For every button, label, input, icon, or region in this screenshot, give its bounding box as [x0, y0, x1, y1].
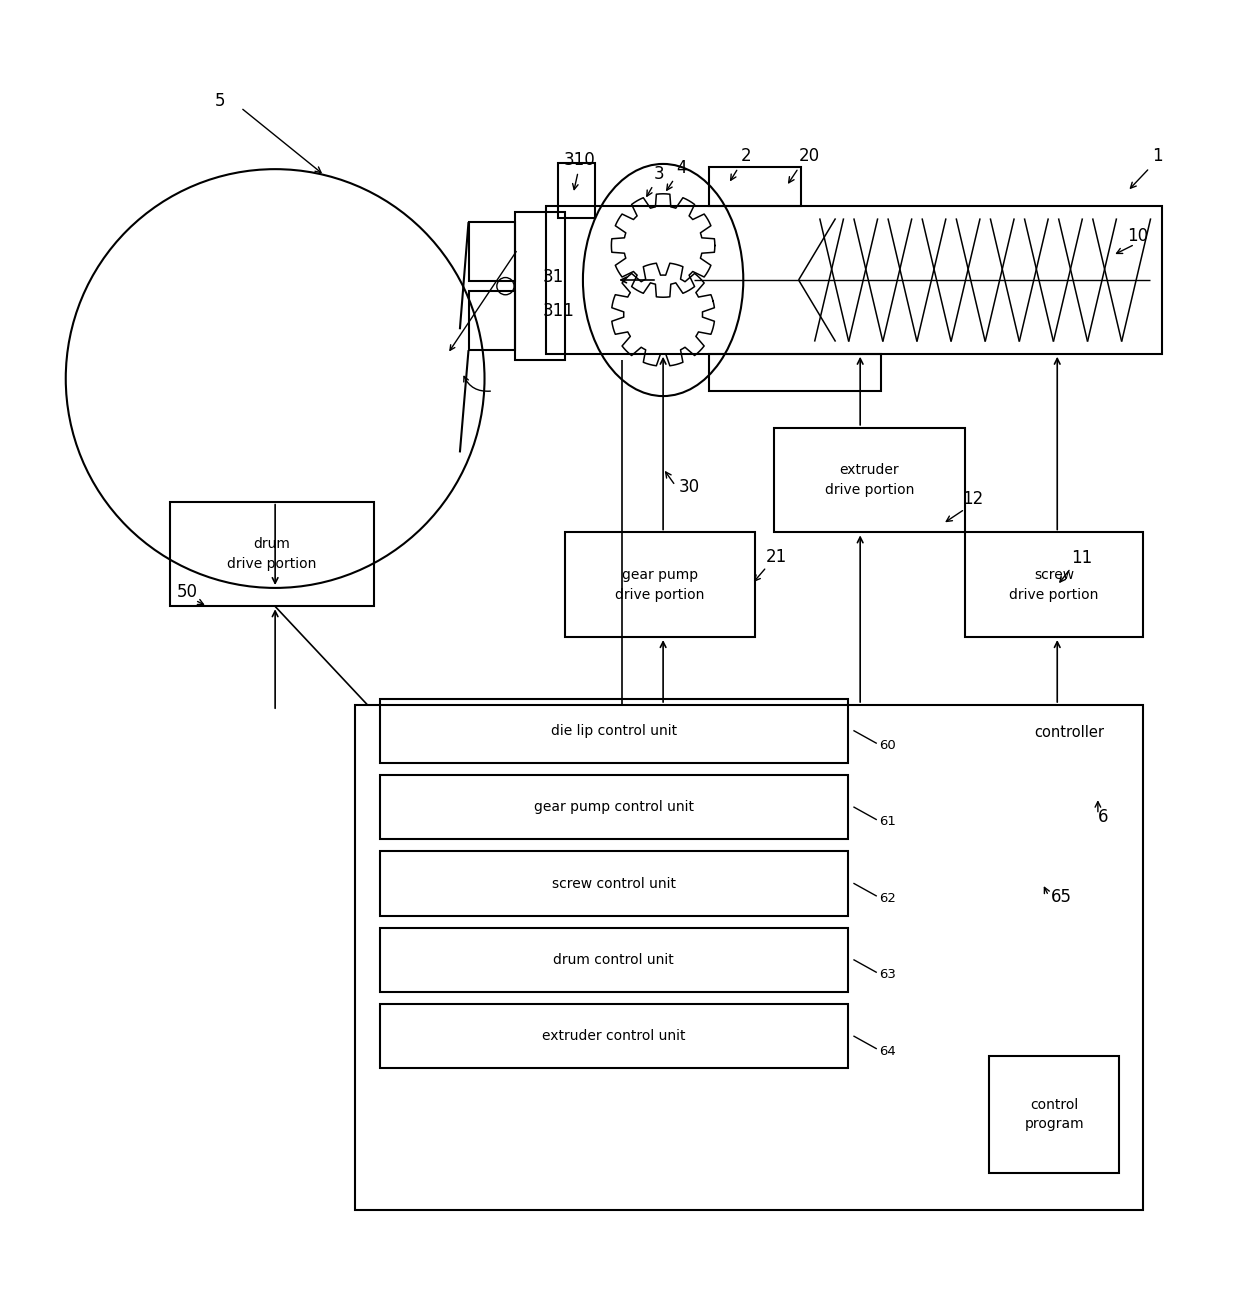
Bar [709, 353, 882, 391]
Text: screw control unit: screw control unit [552, 877, 676, 891]
Text: 12: 12 [962, 490, 983, 508]
Text: 310: 310 [563, 152, 595, 169]
Text: die lip control unit: die lip control unit [551, 724, 677, 738]
Bar [469, 291, 516, 351]
Bar [379, 927, 848, 992]
Text: drum control unit: drum control unit [553, 953, 675, 966]
Text: gear pump
drive portion: gear pump drive portion [615, 568, 704, 601]
Bar [990, 1056, 1118, 1173]
Text: 4: 4 [677, 158, 687, 177]
Bar [774, 427, 965, 533]
Text: control
program: control program [1024, 1098, 1084, 1131]
Text: 61: 61 [879, 816, 895, 829]
Text: 10: 10 [1127, 226, 1148, 244]
Text: 311: 311 [542, 301, 574, 320]
Text: 6: 6 [1097, 808, 1109, 826]
Text: 21: 21 [765, 548, 786, 566]
Text: 50: 50 [176, 582, 197, 600]
Text: controller: controller [1034, 725, 1105, 739]
Text: 62: 62 [879, 892, 895, 905]
Bar [558, 162, 595, 218]
Text: 30: 30 [680, 478, 701, 496]
Text: 1: 1 [1152, 147, 1163, 165]
Text: 64: 64 [879, 1044, 895, 1057]
Bar [564, 533, 755, 638]
Bar [379, 776, 848, 839]
Bar [379, 1004, 848, 1068]
Bar [379, 699, 848, 763]
Text: drum
drive portion: drum drive portion [227, 538, 316, 570]
Text: 31: 31 [542, 269, 564, 287]
Text: extruder control unit: extruder control unit [542, 1029, 686, 1043]
Text: 5: 5 [215, 92, 224, 110]
Text: 20: 20 [799, 147, 820, 165]
Bar [170, 501, 373, 607]
Text: gear pump control unit: gear pump control unit [534, 800, 694, 814]
Bar [469, 222, 516, 281]
Bar [355, 705, 1143, 1209]
Bar [516, 212, 564, 360]
Bar [709, 166, 801, 207]
Text: extruder
drive portion: extruder drive portion [825, 464, 914, 498]
Bar [965, 533, 1143, 638]
Text: 11: 11 [1071, 549, 1092, 568]
Text: screw
drive portion: screw drive portion [1009, 568, 1099, 601]
Text: 63: 63 [879, 968, 895, 981]
Text: 2: 2 [740, 147, 751, 165]
Bar [546, 207, 1162, 353]
Text: 60: 60 [879, 739, 895, 752]
Text: 3: 3 [653, 165, 663, 183]
Bar [379, 851, 848, 916]
Text: 65: 65 [1052, 889, 1073, 905]
